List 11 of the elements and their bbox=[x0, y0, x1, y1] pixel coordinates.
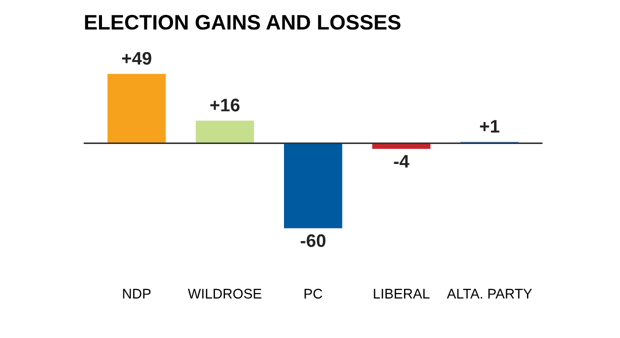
x-tick-label: LIBERAL bbox=[374, 288, 430, 298]
chart-title: ELECTION GAINS AND LOSSES bbox=[85, 14, 400, 30]
data-label: +16 bbox=[210, 98, 240, 112]
x-tick-label: PC bbox=[304, 288, 322, 299]
x-tick-label: WILDROSE bbox=[188, 288, 262, 299]
x-tick-label: ALTA. PARTY bbox=[446, 288, 532, 298]
data-label: +1 bbox=[480, 120, 500, 133]
data-label: -60 bbox=[300, 234, 326, 248]
x-tick-label: NDP bbox=[123, 288, 151, 298]
data-label: -4 bbox=[394, 155, 410, 168]
data-label: +49 bbox=[122, 52, 152, 65]
